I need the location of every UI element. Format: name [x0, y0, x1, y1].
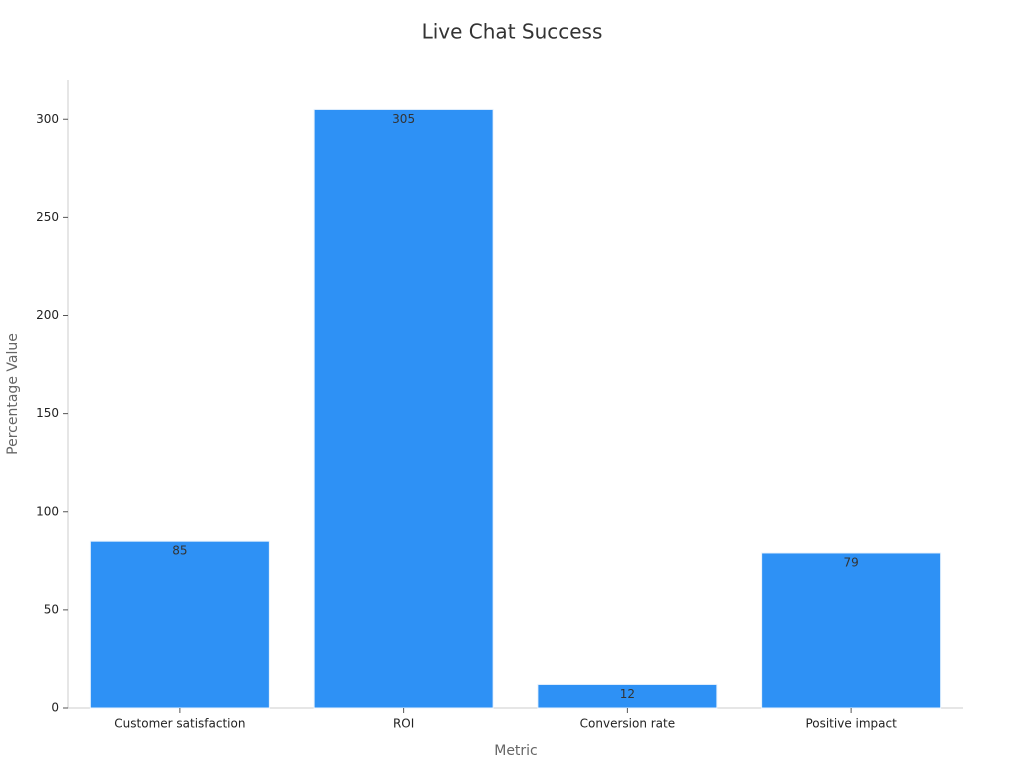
bar: [313, 108, 494, 709]
bar: [761, 552, 942, 709]
value-label: 305: [392, 112, 415, 126]
y-tick-label: 100: [36, 504, 59, 518]
y-tick-label: 300: [36, 112, 59, 126]
y-tick-label: 150: [36, 406, 59, 420]
y-tick-label: 250: [36, 210, 59, 224]
x-tick-label: ROI: [393, 717, 414, 731]
value-label: 85: [172, 544, 187, 558]
y-axis-title: Percentage Value: [5, 333, 21, 455]
chart-title: Live Chat Success: [422, 20, 603, 44]
x-tick-label: Conversion rate: [580, 717, 675, 731]
y-tick-label: 200: [36, 308, 59, 322]
value-label: 79: [843, 555, 858, 569]
y-tick-label: 50: [44, 602, 59, 616]
y-tick-label: 0: [51, 701, 59, 715]
x-tick-label: Customer satisfaction: [114, 717, 245, 731]
x-tick-label: Positive impact: [805, 717, 897, 731]
bar: [89, 540, 270, 709]
x-axis-title: Metric: [494, 743, 538, 759]
value-label: 12: [620, 687, 635, 701]
